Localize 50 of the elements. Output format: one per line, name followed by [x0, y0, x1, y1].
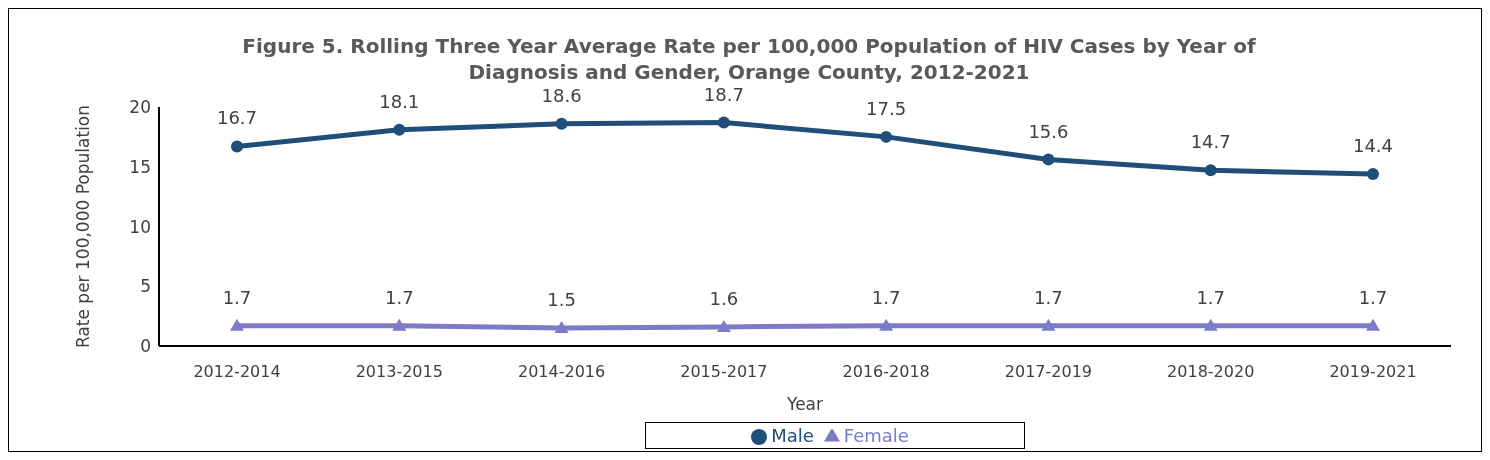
data-label: 1.7: [1358, 286, 1388, 308]
data-label: 15.6: [1028, 120, 1069, 142]
point: [716, 319, 731, 332]
point: [879, 318, 894, 331]
point: [1041, 318, 1056, 331]
data-label: 1.7: [384, 286, 414, 308]
point: [1204, 164, 1217, 177]
x-tick-label: 2014-2016: [517, 362, 606, 382]
x-tick-label: 2017-2019: [1004, 362, 1093, 382]
point: [231, 140, 243, 153]
point: [554, 321, 569, 334]
point: [555, 117, 568, 130]
chart-title: Figure 5. Rolling Three Year Average Rate per 100,000 Population of HIV Cases by Year of Diagnosis and Gender, Orange County, 2012-2021: [241, 33, 1257, 85]
x-tick-label: 2013-2015: [355, 362, 443, 382]
point: [1366, 318, 1380, 331]
data-label: 14.7: [1190, 131, 1231, 153]
y-axis-title: Rate per 100,000 Population: [73, 104, 94, 349]
data-label: 18.1: [379, 90, 420, 112]
x-tick-label: 2019-2021: [1329, 362, 1417, 382]
point: [1042, 153, 1055, 166]
point: [880, 130, 893, 143]
x-tick-label: 2012-2014: [193, 362, 281, 382]
point: [717, 116, 730, 129]
data-label: 14.4: [1352, 134, 1394, 156]
y-tick-label: 10: [129, 216, 151, 237]
legend-label: Male: [771, 425, 814, 446]
legend-label: Female: [843, 425, 909, 446]
data-label: 1.7: [1034, 286, 1063, 308]
data-label: 17.5: [866, 97, 907, 119]
y-tick-label: 0: [140, 336, 151, 357]
data-label: 1.7: [871, 286, 901, 308]
y-tick-label: 15: [129, 156, 151, 177]
point: [393, 123, 406, 136]
data-label: 1.5: [547, 289, 576, 311]
x-tick-label: 2018-2020: [1167, 362, 1255, 382]
point: [230, 318, 244, 331]
x-tick-label: 2016-2018: [842, 362, 930, 382]
point: [1203, 318, 1218, 331]
y-tick-label: 20: [129, 97, 151, 118]
data-label: 1.7: [1196, 286, 1226, 308]
data-label: 1.7: [222, 286, 252, 308]
y-tick-label: 5: [140, 276, 151, 297]
x-tick-label: 2015-2017: [680, 362, 768, 382]
data-label: 18.7: [703, 83, 744, 105]
data-label: 18.6: [541, 84, 582, 106]
point: [1367, 167, 1379, 180]
x-axis-title: Year: [786, 394, 823, 414]
data-label: 1.6: [709, 287, 739, 309]
data-label: 16.7: [216, 107, 258, 129]
point: [392, 318, 407, 331]
